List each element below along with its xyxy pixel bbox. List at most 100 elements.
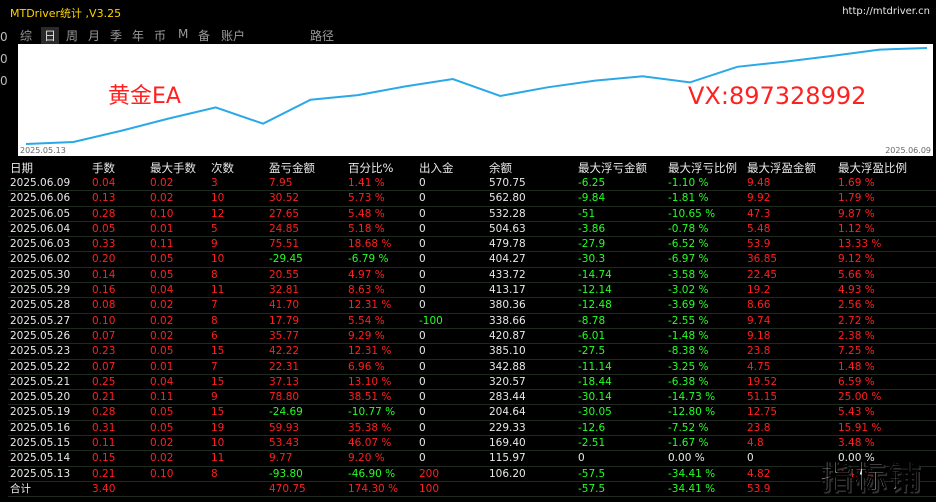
- cell-pnl: 35.77: [267, 328, 346, 345]
- cell-date: 2025.05.19: [8, 404, 90, 421]
- cell-lots: 0.07: [90, 359, 148, 375]
- header-lots[interactable]: 手数: [92, 160, 115, 175]
- cell-percent: 12.31 %: [346, 343, 417, 360]
- table-row[interactable]: 2025.05.19 0.28 0.05 15 -24.69 -10.77 % 0 204.6…: [8, 404, 936, 421]
- table-row[interactable]: 2025.06.09 0.04 0.02 3 7.95 1.41 % 0 570.75 -6.2…: [8, 176, 936, 192]
- tab-symbol[interactable]: 币: [154, 29, 167, 43]
- cell-max-float-loss-pct: -3.58 %: [666, 267, 745, 284]
- tab-weekly[interactable]: 周: [66, 29, 79, 43]
- table-row[interactable]: 2025.06.06 0.13 0.02 10 30.52 5.73 % 0 562.80 -9…: [8, 190, 936, 207]
- cell-max-float-loss: -3.86: [576, 221, 666, 238]
- cell-count: 10: [209, 251, 267, 268]
- table-row[interactable]: 2025.05.29 0.16 0.04 11 32.81 8.63 % 0 413.17 -1…: [8, 282, 936, 299]
- cell-max-float-loss: -30.3: [576, 251, 666, 268]
- cell-max-lots: 0.05: [148, 251, 209, 268]
- tab-quarterly[interactable]: 季: [110, 29, 123, 43]
- cell-max-float-loss: 0: [576, 450, 666, 467]
- table-row[interactable]: 2025.06.03 0.33 0.11 9 75.51 18.68 % 0 479.78 -2…: [8, 236, 936, 253]
- table-row[interactable]: 2025.05.28 0.08 0.02 7 41.70 12.31 % 0 380.36 -1…: [8, 297, 936, 314]
- cell-balance: 106.20: [487, 466, 576, 482]
- cell-percent: 9.29 %: [346, 328, 417, 345]
- cell-max-float-profit: 4.82: [745, 466, 836, 482]
- table-row[interactable]: 2025.05.23 0.23 0.05 15 42.22 12.31 % 0 385.10-…: [8, 343, 936, 360]
- table-row[interactable]: 2025.06.04 0.05 0.01 5 24.85 5.18 % 0 504.63 -3.…: [8, 221, 936, 238]
- tab-daily[interactable]: 日: [41, 27, 60, 44]
- table-header: 日期 手数 最大手数 次数 盈亏金额 百分比% 出入金 余额 最大浮亏金额 最大浮亏比例 最大浮盈金…: [8, 160, 936, 176]
- header-count[interactable]: 次数: [211, 160, 234, 175]
- cell-max-float-profit: 22.45: [745, 267, 836, 284]
- table-row[interactable]: 2025.05.14 0.15 0.02 11 9.77 9.20 % 0 115.97 0 0.…: [8, 450, 936, 467]
- cell-max-lots: 0.11: [148, 236, 209, 253]
- header-max-float-loss-pct[interactable]: 最大浮亏比例: [668, 160, 737, 175]
- tab-remark[interactable]: 备: [198, 29, 211, 43]
- cell-max-float-profit-pct: 1.69 %: [836, 176, 936, 192]
- header-balance[interactable]: 余额: [489, 160, 512, 175]
- header-max-float-loss[interactable]: 最大浮亏金额: [578, 160, 647, 175]
- chart-date-start: 2025.05.13: [20, 146, 66, 155]
- cell-count: 7: [209, 297, 267, 314]
- cell-percent: 18.68 %: [346, 236, 417, 253]
- table-row[interactable]: 2025.05.20 0.21 0.11 9 78.80 38.51 % 0 283.44 -3…: [8, 389, 936, 406]
- table-row[interactable]: 2025.06.05 0.28 0.10 12 27.65 5.48 % 0 532.28 -5…: [8, 206, 936, 222]
- cell-max-lots: 0.01: [148, 359, 209, 375]
- table-row[interactable]: 2025.06.02 0.20 0.05 10 -29.45 -6.79 % 0 404.27…: [8, 251, 936, 268]
- header-percent[interactable]: 百分比%: [348, 160, 394, 175]
- cell-max-float-loss: -27.5: [576, 343, 666, 360]
- cell-max-lots: 0.02: [148, 450, 209, 467]
- cell-max-float-loss-pct: 0.00 %: [666, 450, 745, 467]
- table-row[interactable]: 2025.05.26 0.07 0.02 6 35.77 9.29 % 0 420.87 -6.…: [8, 328, 936, 345]
- cell-count: 8: [209, 466, 267, 482]
- cell-max-float-loss: -18.44: [576, 374, 666, 391]
- tab-magic[interactable]: M: [178, 27, 189, 41]
- cell-max-float-loss-pct: -10.65 %: [666, 206, 745, 222]
- cell-deposit: 0: [417, 176, 487, 192]
- cell-deposit: 0: [417, 190, 487, 207]
- cell-max-float-loss: -6.25: [576, 176, 666, 192]
- cell-max-float-loss: -12.14: [576, 282, 666, 299]
- cell-balance: 404.27: [487, 251, 576, 268]
- header-date[interactable]: 日期: [10, 160, 33, 175]
- table-row[interactable]: 2025.05.21 0.25 0.04 15 37.13 13.10 % 0 320.57-…: [8, 374, 936, 391]
- cell-max-float-profit: 4.75: [745, 359, 836, 375]
- cell-percent: 5.48 %: [346, 206, 417, 222]
- table-row[interactable]: 2025.05.22 0.07 0.01 7 22.31 6.96 % 0 342.88 -11…: [8, 359, 936, 375]
- header-max-float-profit-pct[interactable]: 最大浮盈比例: [838, 160, 907, 175]
- website-link[interactable]: http://mtdriver.cn: [842, 6, 930, 17]
- cell-deposit: 0: [417, 450, 487, 467]
- tab-summary[interactable]: 综: [20, 29, 33, 43]
- tab-yearly[interactable]: 年: [132, 29, 145, 43]
- cell-date: 2025.06.03: [8, 236, 90, 253]
- table-row[interactable]: 2025.05.15 0.11 0.02 10 53.43 46.07 % 0 169.40-…: [8, 435, 936, 452]
- tab-account[interactable]: 账户: [221, 29, 246, 43]
- header-max-float-profit[interactable]: 最大浮盈金额: [747, 160, 816, 175]
- table-row[interactable]: 2025.05.16 0.31 0.05 19 59.93 35.38 % 0 229.33-…: [8, 420, 936, 437]
- cell-balance: 570.75: [487, 176, 576, 192]
- table-row[interactable]: 2025.05.30 0.14 0.05 8 20.55 4.97 % 0 433.72 -14…: [8, 267, 936, 284]
- cell-date: 2025.05.23: [8, 343, 90, 360]
- cell-balance: 320.57: [487, 374, 576, 391]
- cell-max-float-loss-pct: -6.52 %: [666, 236, 745, 253]
- cell-deposit: 0: [417, 359, 487, 375]
- cell-max-float-loss: -8.78: [576, 313, 666, 329]
- header-deposit[interactable]: 出入金: [419, 160, 454, 175]
- cell-max-float-loss-pct: -0.78 %: [666, 221, 745, 238]
- table-row[interactable]: 2025.05.13 0.21 0.10 8 -93.80 -46.90 % 200 106.…: [8, 466, 936, 482]
- cell-count: 6: [209, 328, 267, 345]
- cell-max-float-loss-pct: -14.73 %: [666, 389, 745, 406]
- left-price-scale: 0 0 0: [0, 0, 8, 502]
- cell-max-float-profit-pct: [836, 480, 936, 498]
- cell-count: 15: [209, 404, 267, 421]
- cell-max-float-profit: 9.48: [745, 176, 836, 192]
- header-max-lots[interactable]: 最大手数: [150, 160, 196, 175]
- chart-annotation-right: VX:897328992: [688, 82, 867, 110]
- tab-monthly[interactable]: 月: [88, 29, 101, 43]
- total-row[interactable]: 合计 3.40 470.75 174.30 % 100 -57.5 -34.41 % 53.9: [8, 480, 936, 498]
- cell-max-float-profit: 8.66: [745, 297, 836, 314]
- cell-balance: 479.78: [487, 236, 576, 253]
- cell-max-float-profit: 5.48: [745, 221, 836, 238]
- cell-percent: 46.07 %: [346, 435, 417, 452]
- table-row[interactable]: 2025.05.27 0.10 0.02 8 17.79 5.54 % -100 338.66…: [8, 313, 936, 329]
- cell-pnl: 32.81: [267, 282, 346, 299]
- tab-path[interactable]: 路径: [310, 29, 335, 43]
- header-pnl[interactable]: 盈亏金额: [269, 160, 315, 175]
